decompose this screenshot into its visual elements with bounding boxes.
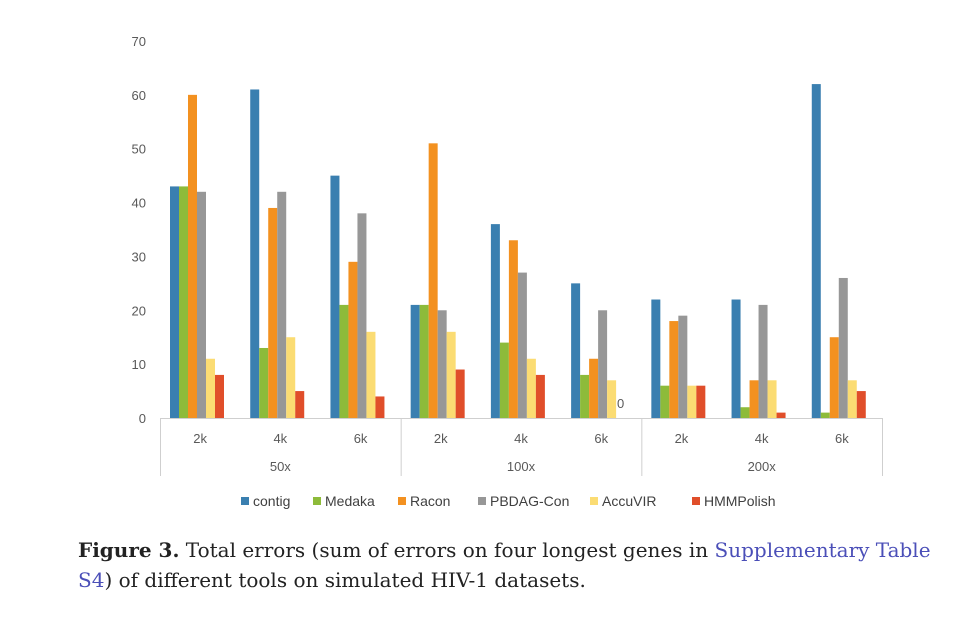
y-tick-label: 50 <box>132 142 146 157</box>
bar-pbdag-con <box>517 272 527 418</box>
legend-swatch <box>478 497 486 505</box>
bar-medaka <box>740 407 750 418</box>
bar-racon <box>669 321 679 418</box>
y-tick-label: 10 <box>132 357 146 372</box>
figure-caption: Figure 3. Total errors (sum of errors on… <box>78 535 948 595</box>
bar-accuvir <box>847 380 857 418</box>
caption-label: Figure 3. <box>78 538 180 562</box>
bar-medaka <box>419 304 429 418</box>
legend-swatch <box>590 497 598 505</box>
bar-pbdag-con <box>678 315 688 418</box>
legend-label: Medaka <box>325 493 375 509</box>
bar-hmmpolish <box>696 385 706 418</box>
bar-contig <box>731 299 741 418</box>
x-tick-label: 2k <box>193 431 207 446</box>
bar-medaka <box>179 186 188 418</box>
x-tick-label: 6k <box>354 431 368 446</box>
y-axis: 0 10 20 30 40 50 60 70 <box>132 34 146 426</box>
legend-label: PBDAG-Con <box>490 493 569 509</box>
bar-contig <box>410 304 420 418</box>
bar-racon <box>188 94 197 418</box>
data-label: 0 <box>617 396 624 411</box>
bar-racon <box>428 143 438 419</box>
bar-hmmpolish <box>535 374 545 418</box>
bar-medaka <box>499 342 509 418</box>
legend-label: HMMPolish <box>704 493 776 509</box>
x-group-label: 200x <box>748 459 777 474</box>
bar-hmmpolish <box>455 369 465 418</box>
bar-contig <box>811 84 821 418</box>
y-tick-label: 70 <box>132 34 146 49</box>
bar-medaka <box>580 374 590 418</box>
x-tick-label: 2k <box>434 431 448 446</box>
y-tick-label: 40 <box>132 196 146 211</box>
bars: 0 <box>170 84 866 419</box>
x-tick-label: 4k <box>273 431 287 446</box>
x-tick-label: 6k <box>835 431 849 446</box>
bar-hmmpolish <box>375 396 385 418</box>
bar-accuvir <box>607 380 617 418</box>
bar-pbdag-con <box>758 304 768 418</box>
bar-accuvir <box>687 385 697 418</box>
caption-text-before: Total errors (sum of errors on four long… <box>179 538 715 562</box>
x-tick-label: 2k <box>675 431 689 446</box>
bar-hmmpolish <box>776 412 786 418</box>
bar-accuvir <box>286 337 296 418</box>
bar-pbdag-con <box>598 310 608 418</box>
bar-hmmpolish <box>295 391 305 418</box>
bar-contig <box>250 89 260 418</box>
bar-pbdag-con <box>437 310 447 418</box>
bar-racon <box>268 207 278 418</box>
x-tick-label: 6k <box>594 431 608 446</box>
y-tick-label: 60 <box>132 88 146 103</box>
y-tick-label: 0 <box>139 411 146 426</box>
legend-label: contig <box>253 493 290 509</box>
bar-hmmpolish <box>215 374 224 418</box>
bar-contig <box>330 175 340 418</box>
bar-pbdag-con <box>197 191 206 418</box>
legend-swatch <box>241 497 249 505</box>
bar-medaka <box>820 412 830 418</box>
bar-racon <box>749 380 759 418</box>
bar-contig <box>490 224 500 418</box>
bar-accuvir <box>206 358 215 418</box>
bar-accuvir <box>526 358 536 418</box>
bar-racon <box>829 337 839 418</box>
bar-pbdag-con <box>357 213 367 418</box>
supplementary-table-link[interactable]: Supplementary Table S4 <box>78 538 931 592</box>
bar-racon <box>348 261 358 418</box>
bar-racon <box>589 358 599 418</box>
bar-racon <box>508 240 518 418</box>
x-group-label: 50x <box>270 459 291 474</box>
bar-medaka <box>339 304 349 418</box>
bar-pbdag-con <box>277 191 287 418</box>
bar-accuvir <box>446 331 456 418</box>
legend-swatch <box>313 497 321 505</box>
bar-pbdag-con <box>838 277 848 418</box>
y-tick-label: 30 <box>132 249 146 264</box>
bar-medaka <box>259 347 269 418</box>
bar-accuvir <box>366 331 376 418</box>
legend-label: AccuVIR <box>602 493 656 509</box>
x-tick-label: 4k <box>755 431 769 446</box>
bar-contig <box>571 283 581 418</box>
legend: contig Medaka Racon PBDAG-Con AccuVIR HMMPoli… <box>241 493 776 509</box>
caption-text-after: ) of different tools on simulated HIV-1 … <box>104 568 586 592</box>
legend-label: Racon <box>410 493 450 509</box>
x-tick-label: 4k <box>514 431 528 446</box>
legend-swatch <box>692 497 700 505</box>
bar-contig <box>651 299 661 418</box>
x-group-label: 100x <box>507 459 536 474</box>
bar-contig <box>170 186 179 418</box>
x-axis: 2k 4k 6k 50x 2k 4k 6k 100x 2k 4k 6k 200x <box>160 418 883 476</box>
bar-hmmpolish <box>856 391 866 418</box>
y-tick-label: 20 <box>132 303 146 318</box>
bar-accuvir <box>767 380 777 418</box>
legend-swatch <box>398 497 406 505</box>
bar-medaka <box>660 385 670 418</box>
